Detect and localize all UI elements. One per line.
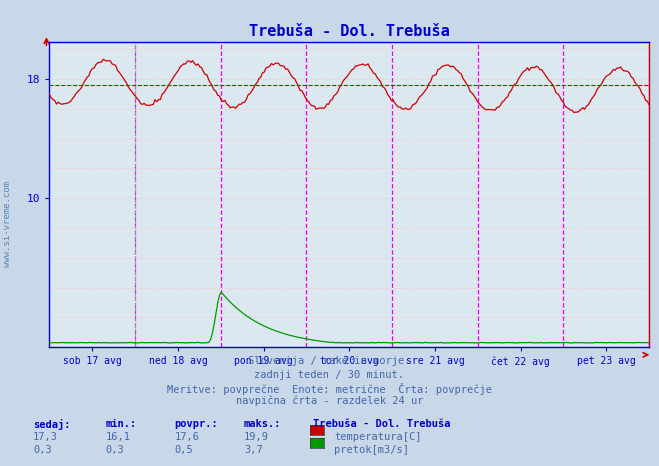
Text: 17,3: 17,3: [33, 432, 58, 442]
Text: Slovenija / reke in morje.: Slovenija / reke in morje.: [248, 356, 411, 366]
Text: pretok[m3/s]: pretok[m3/s]: [334, 445, 409, 455]
Text: 0,5: 0,5: [175, 445, 193, 455]
Text: povpr.:: povpr.:: [175, 419, 218, 429]
Title: Trebuša - Dol. Trebuša: Trebuša - Dol. Trebuša: [249, 24, 449, 40]
Text: min.:: min.:: [105, 419, 136, 429]
Text: maks.:: maks.:: [244, 419, 281, 429]
Text: 3,7: 3,7: [244, 445, 262, 455]
Text: temperatura[C]: temperatura[C]: [334, 432, 422, 442]
Text: 0,3: 0,3: [105, 445, 124, 455]
Text: Trebuša - Dol. Trebuša: Trebuša - Dol. Trebuša: [313, 419, 451, 429]
Text: 17,6: 17,6: [175, 432, 200, 442]
Text: 0,3: 0,3: [33, 445, 51, 455]
Text: 19,9: 19,9: [244, 432, 269, 442]
Text: zadnji teden / 30 minut.: zadnji teden / 30 minut.: [254, 370, 405, 379]
Text: sedaj:: sedaj:: [33, 419, 71, 431]
Text: Meritve: povprečne  Enote: metrične  Črta: povprečje: Meritve: povprečne Enote: metrične Črta:…: [167, 383, 492, 395]
Text: navpična črta - razdelek 24 ur: navpična črta - razdelek 24 ur: [236, 396, 423, 406]
Text: www.si-vreme.com: www.si-vreme.com: [3, 181, 13, 267]
Text: 16,1: 16,1: [105, 432, 130, 442]
